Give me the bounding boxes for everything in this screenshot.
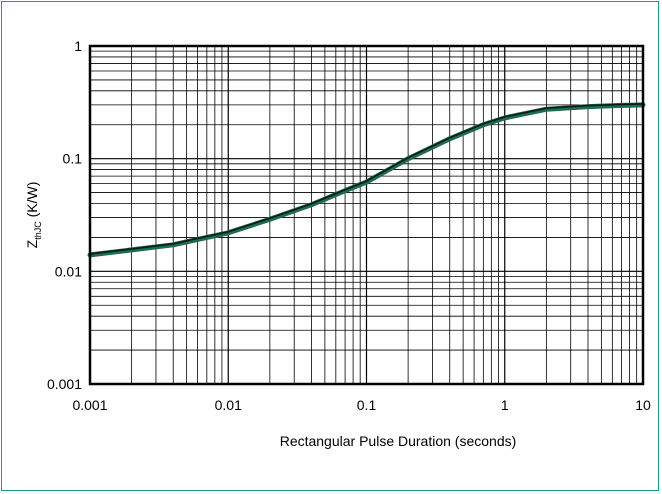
y-tick-label: 0.001	[47, 376, 82, 392]
y-tick-labels: 1 0.1 0.01 0.001	[47, 38, 82, 392]
y-tick-label: 1	[74, 38, 82, 54]
grid	[89, 46, 643, 385]
series-line	[89, 103, 644, 255]
x-tick-label: 0.1	[357, 397, 377, 413]
y-axis-title-sub: thJC	[33, 221, 43, 240]
x-tick-label: 10	[635, 397, 651, 413]
x-tick-label: 0.001	[72, 397, 107, 413]
x-tick-labels: 0.001 0.01 0.1 1 10	[72, 397, 651, 413]
y-tick-label: 0.01	[55, 263, 82, 279]
x-tick-label: 1	[501, 397, 509, 413]
plot-border	[88, 44, 645, 386]
y-axis-title-main: Z	[24, 239, 40, 248]
x-tick-label: 0.01	[215, 397, 242, 413]
curve-group	[87, 102, 646, 258]
y-axis-title: ZthJC (K/W)	[24, 182, 43, 249]
series-line-outline	[87, 102, 646, 258]
y-tick-label: 0.1	[63, 151, 83, 167]
y-axis-title-unit: (K/W)	[24, 182, 40, 222]
x-axis-title: Rectangular Pulse Duration (seconds)	[280, 433, 517, 449]
